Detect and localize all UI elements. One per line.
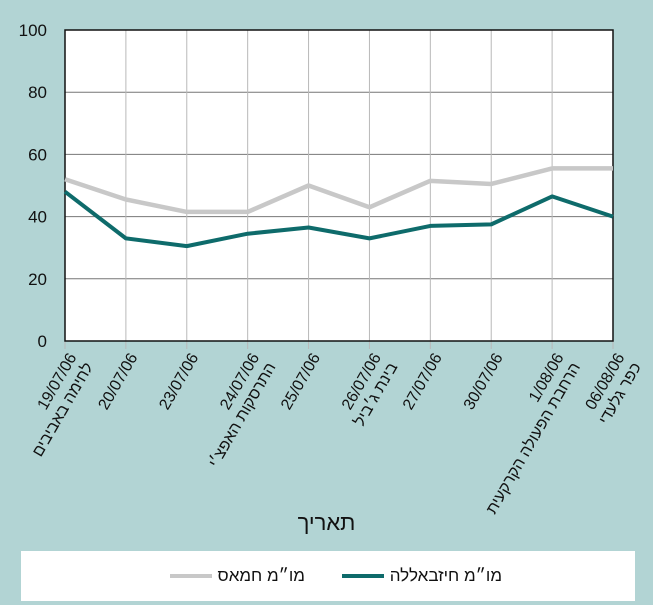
x-tick-date: 23/07/06 bbox=[156, 350, 202, 413]
x-tick-label: 20/07/06 bbox=[95, 350, 141, 413]
y-tick-label: 20 bbox=[28, 270, 47, 289]
x-tick-label: 30/07/06 bbox=[461, 350, 507, 413]
legend-swatch-hamas bbox=[169, 574, 212, 578]
legend-label-hezbollah: מו״מ חיזבאללה bbox=[389, 566, 502, 585]
x-tick-date: 27/07/06 bbox=[400, 350, 446, 413]
plot-border bbox=[64, 29, 614, 342]
y-tick-label: 60 bbox=[28, 145, 47, 164]
legend-item-hezbollah: מו״מ חיזבאללה bbox=[341, 566, 508, 586]
y-tick-label: 100 bbox=[19, 21, 47, 40]
plot-area bbox=[65, 30, 613, 341]
x-tick-label: 25/07/06 bbox=[278, 350, 324, 413]
x-tick-label: 23/07/06 bbox=[156, 350, 202, 413]
y-tick-label: 80 bbox=[28, 83, 47, 102]
y-tick-label: 0 bbox=[38, 332, 47, 351]
x-tick-date: 20/07/06 bbox=[95, 350, 141, 413]
y-tick-label: 40 bbox=[28, 208, 47, 227]
series-line-hezbollah bbox=[63, 190, 614, 249]
legend-swatch-hezbollah bbox=[341, 574, 384, 578]
x-tick-label: 27/07/06 bbox=[400, 350, 446, 413]
legend-item-hamas: מו״מ חמאס bbox=[169, 566, 311, 586]
x-axis-title: תאריך bbox=[297, 510, 356, 535]
x-tick-date: 30/07/06 bbox=[461, 350, 507, 413]
legend: מו״מ חיזבאללה מו״מ חמאס bbox=[21, 551, 635, 601]
legend-label-hamas: מו״מ חמאס bbox=[217, 566, 305, 585]
x-tick-date: 25/07/06 bbox=[278, 350, 324, 413]
series-line-hamas bbox=[64, 166, 613, 215]
